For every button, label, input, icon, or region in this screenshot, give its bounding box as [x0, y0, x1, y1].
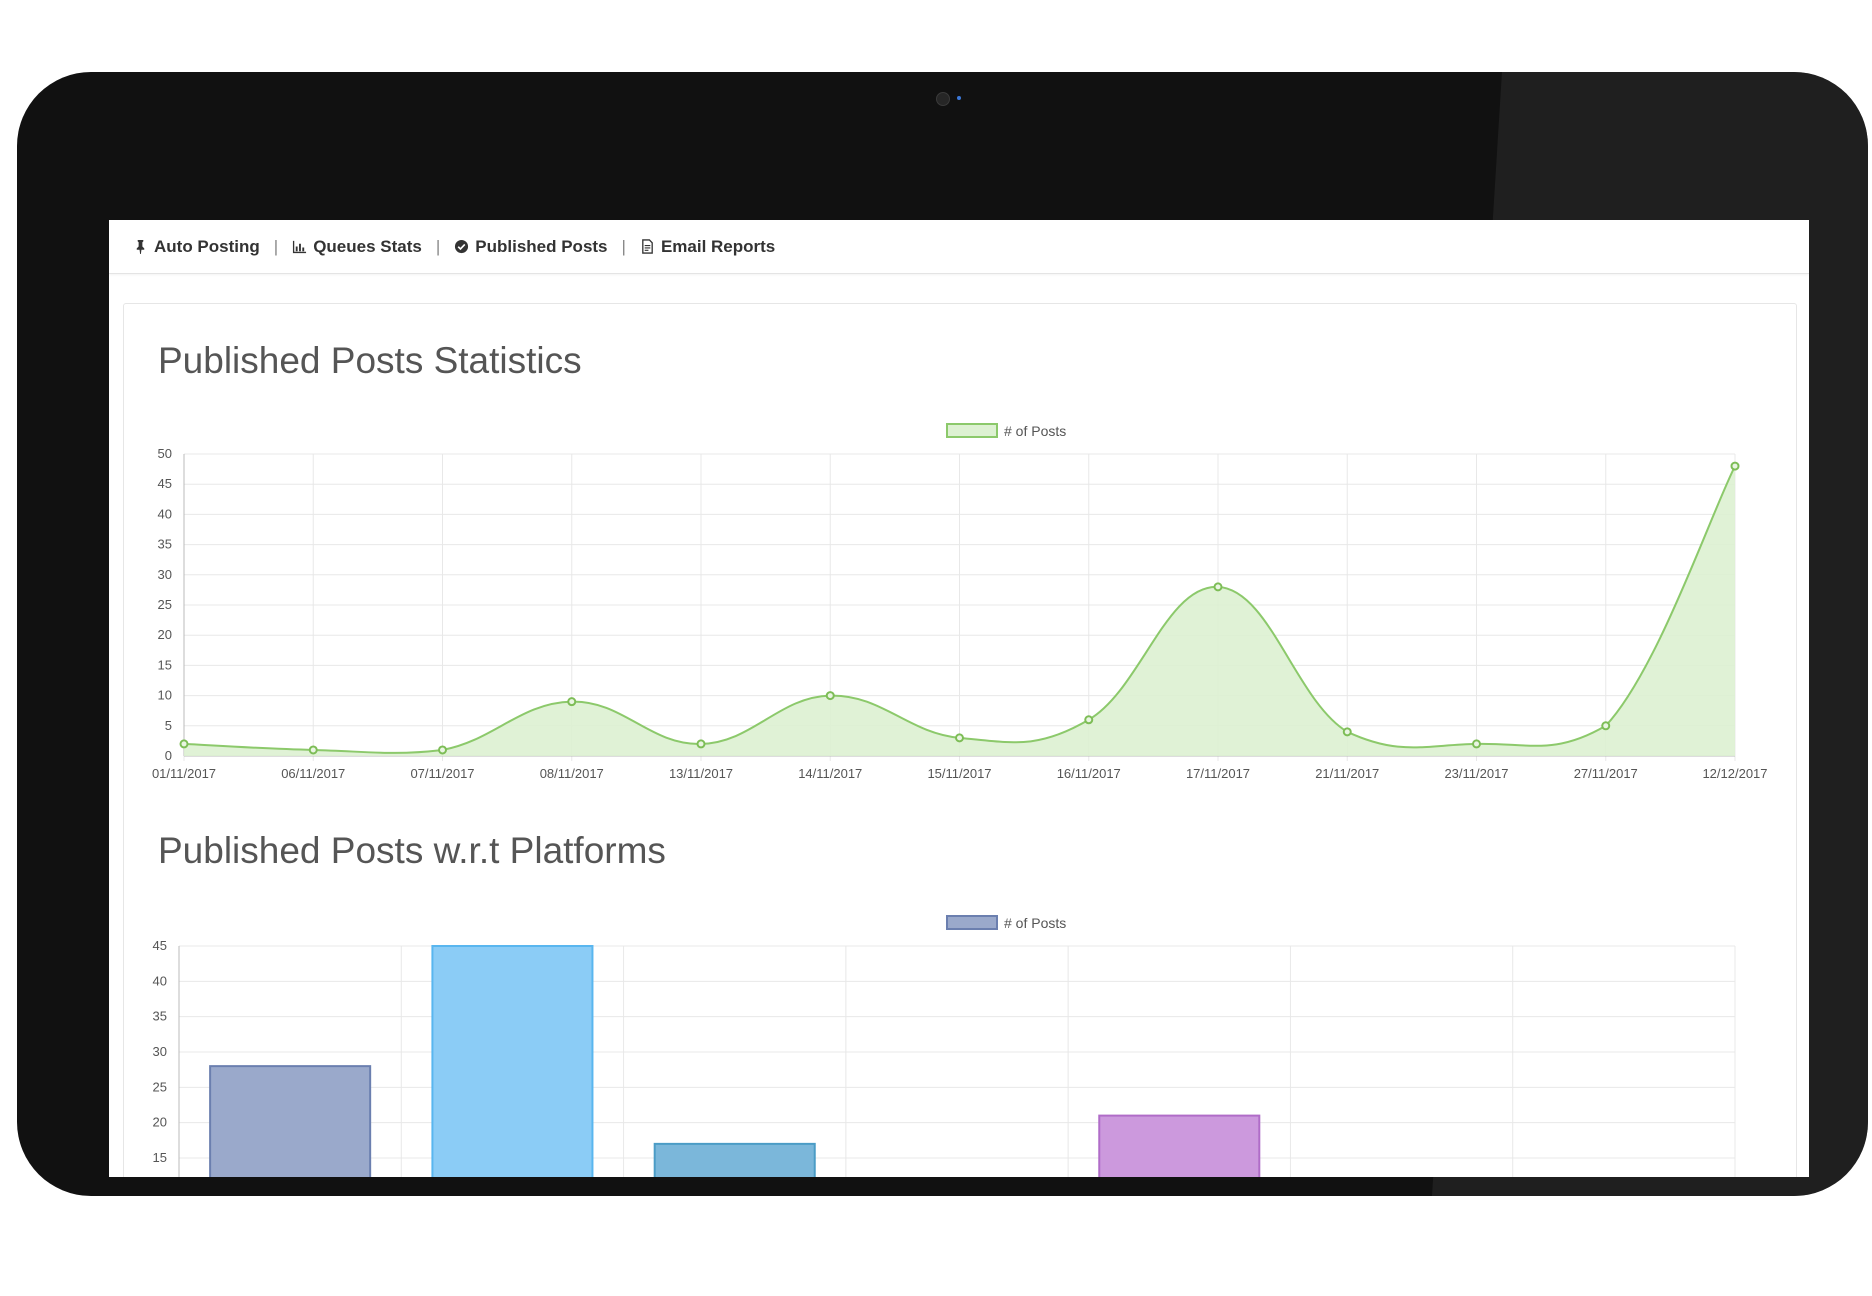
x-tick-label: 15/11/2017 [927, 766, 991, 781]
data-point [825, 691, 835, 701]
data-point [1084, 715, 1094, 725]
y-tick-label: 40 [153, 973, 167, 988]
data-point [567, 697, 577, 707]
screen: Auto Posting | Queues Stats | Published … [109, 220, 1809, 1177]
y-tick-label: 20 [153, 1115, 167, 1130]
x-tick-label: 01/11/2017 [152, 766, 216, 781]
nav-published-posts[interactable]: Published Posts [454, 236, 608, 257]
y-tick-label: 50 [158, 446, 172, 461]
nav-email-reports[interactable]: Email Reports [640, 237, 775, 257]
x-tick-label: 08/11/2017 [540, 766, 604, 781]
x-tick-label: 13/11/2017 [669, 766, 733, 781]
camera-led [957, 96, 961, 100]
data-point [1342, 727, 1352, 737]
document-icon [642, 239, 653, 254]
statistics-panel: Published Posts Statistics 0 5 10 15 20 25 30 3… [123, 303, 1797, 1177]
x-tick-label: 21/11/2017 [1315, 766, 1379, 781]
y-tick-label: 15 [153, 1150, 167, 1165]
y-tick-label: 25 [153, 1079, 167, 1094]
platforms-title: Published Posts w.r.t Platforms [158, 830, 666, 871]
y-tick-label: 35 [158, 537, 172, 552]
x-tick-label: 07/11/2017 [410, 766, 474, 781]
posts-statistics-title: Published Posts Statistics [158, 340, 582, 381]
legend-label: # of Posts [1004, 915, 1066, 931]
data-point [696, 739, 706, 749]
y-tick-label: 45 [158, 476, 172, 491]
y-tick-label: 5 [165, 718, 172, 733]
data-point [955, 733, 964, 743]
x-tick-label: 12/12/2017 [1702, 766, 1767, 781]
x-tick-label: 23/11/2017 [1444, 766, 1508, 781]
y-tick-label: 15 [158, 657, 172, 672]
legend-label: # of Posts [1004, 423, 1066, 439]
x-tick-label: 06/11/2017 [281, 766, 345, 781]
nav-auto-posting[interactable]: Auto Posting [133, 237, 260, 257]
posts-statistics-chart: 0 5 10 15 20 25 30 35 40 45 50 01/11/2017 06/11/2017… [152, 423, 1768, 781]
y-tick-label: 35 [153, 1009, 167, 1024]
y-tick-label: 40 [158, 506, 172, 521]
bar [431, 945, 594, 1177]
monitor-frame: Auto Posting | Queues Stats | Published … [17, 72, 1868, 1196]
data-point [179, 739, 189, 749]
data-point [1730, 461, 1740, 471]
y-tick-label: 10 [158, 688, 172, 703]
bar [1098, 1114, 1261, 1177]
data-point [1213, 582, 1223, 592]
bar [209, 1065, 372, 1177]
x-tick-label: 27/11/2017 [1574, 766, 1638, 781]
series-line [183, 465, 1736, 754]
legend-swatch [946, 915, 998, 930]
pin-icon [136, 239, 145, 254]
legend-swatch [946, 423, 998, 438]
data-point [1472, 739, 1481, 749]
nav-email-reports-label: Email Reports [660, 236, 776, 256]
y-tick-label: 0 [165, 748, 172, 763]
y-tick-label: 30 [158, 567, 172, 582]
y-tick-label: 20 [158, 627, 172, 642]
data-point [438, 745, 447, 755]
nav-queues-stats-label: Queues Stats [313, 236, 422, 256]
x-tick-label: 17/11/2017 [1186, 766, 1250, 781]
nav-published-posts-label: Published Posts [475, 236, 608, 256]
x-tick-label: 14/11/2017 [798, 766, 862, 781]
y-tick-label: 30 [153, 1044, 167, 1059]
nav-separator: | [273, 236, 279, 256]
top-navigation: Auto Posting | Queues Stats | Published … [109, 220, 1809, 274]
platforms-bar-chart: 15 20 25 30 35 40 45 # of Posts [153, 915, 1736, 1177]
nav-separator: | [435, 236, 441, 256]
bar [653, 1142, 816, 1177]
check-circle-icon [455, 239, 469, 254]
data-point [1601, 721, 1611, 731]
y-tick-label: 45 [153, 938, 167, 953]
y-tick-label: 25 [158, 597, 172, 612]
nav-separator: | [621, 236, 626, 256]
data-point [308, 745, 318, 755]
x-tick-label: 16/11/2017 [1057, 766, 1121, 781]
camera-icon [936, 92, 950, 106]
nav-queues-stats[interactable]: Queues Stats [292, 237, 422, 257]
nav-auto-posting-label: Auto Posting [154, 236, 260, 256]
bar-chart-icon [293, 240, 307, 254]
